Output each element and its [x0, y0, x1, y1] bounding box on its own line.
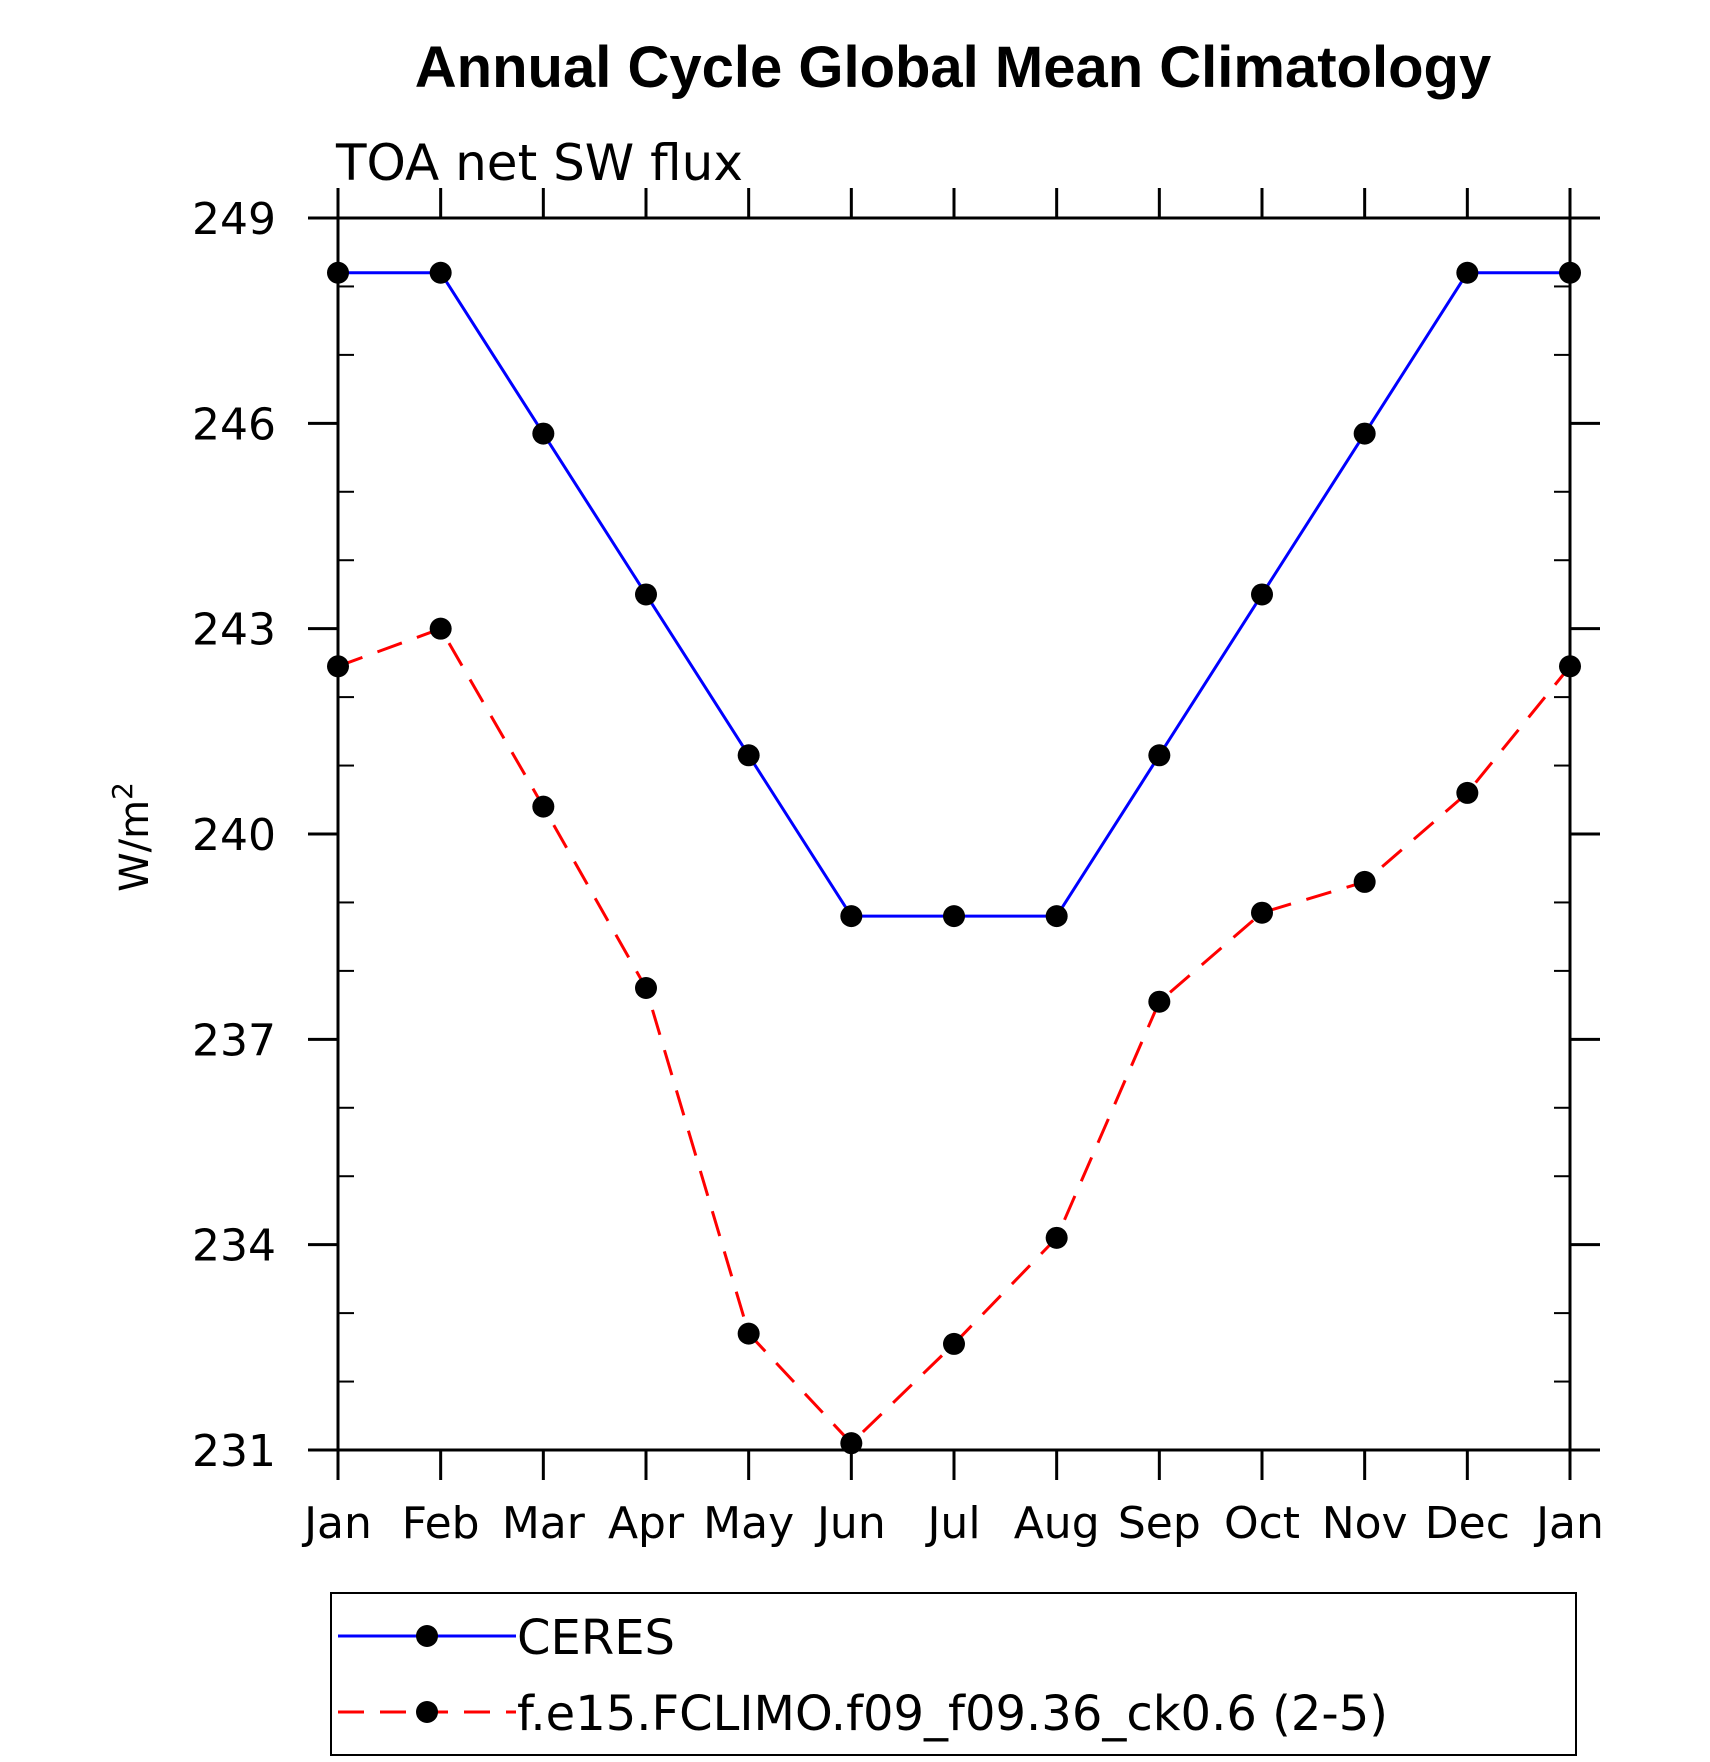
data-point [1251, 901, 1273, 924]
data-point [429, 617, 452, 640]
data-point [1353, 870, 1376, 893]
x-tick-label: May [703, 1498, 794, 1549]
y-axis-label-exponent: 2 [106, 782, 139, 800]
data-point [840, 1432, 863, 1455]
series-line-0 [338, 271, 1570, 918]
legend: CERES f.e15.FCLIMO.f09_f09.36_ck0.6 (2-5… [330, 1592, 1577, 1756]
legend-label-ceres: CERES [517, 1610, 675, 1666]
x-tick-label: Dec [1425, 1498, 1510, 1549]
data-point [943, 1332, 965, 1355]
data-point [943, 905, 965, 928]
x-tick-labels: Jan Feb Mar Apr May Jun Jul Aug Sep Oct Nov Dec Jan [301, 1498, 1604, 1549]
data-point [1148, 744, 1171, 767]
y-tick-label: 237 [192, 1015, 276, 1066]
data-point [1559, 261, 1581, 284]
x-tick-label: Oct [1224, 1498, 1300, 1549]
x-tick-label: Jul [924, 1498, 980, 1549]
y-tick-labels: 231 234 237 240 243 246 249 [192, 194, 276, 1477]
y-tick-label: 243 [192, 605, 276, 656]
legend-entry-ceres: CERES [338, 1610, 675, 1666]
data-point [532, 422, 555, 445]
axis-ticks [308, 188, 1600, 1480]
data-point [737, 1322, 760, 1345]
x-tick-label: Apr [608, 1498, 685, 1549]
data-point [1353, 422, 1376, 445]
x-tick-label: Feb [402, 1498, 480, 1549]
y-tick-label: 231 [192, 1426, 276, 1477]
x-tick-label: Jan [1533, 1498, 1604, 1549]
legend-label-model: f.e15.FCLIMO.f09_f09.36_ck0.6 (2-5) [517, 1686, 1388, 1742]
y-axis-label-text: W/m [112, 800, 158, 892]
data-point [840, 905, 863, 928]
x-tick-label: Nov [1322, 1498, 1408, 1549]
data-point [327, 655, 349, 678]
y-tick-label: 246 [192, 399, 276, 450]
data-point [1045, 1226, 1068, 1249]
data-point [429, 261, 452, 284]
y-tick-label: 234 [192, 1221, 276, 1272]
y-tick-label: 249 [192, 194, 276, 245]
x-tick-label: Sep [1118, 1498, 1201, 1549]
data-point [1045, 905, 1068, 928]
legend-entry-model: f.e15.FCLIMO.f09_f09.36_ck0.6 (2-5) [338, 1686, 1388, 1742]
chart-title: Annual Cycle Global Mean Climatology [415, 35, 1491, 100]
legend-box [330, 1592, 1577, 1756]
chart-subtitle: TOA net SW flux [335, 134, 743, 192]
series-0 [327, 261, 1581, 928]
svg-text:W/m2: W/m2 [106, 782, 158, 892]
data-point [327, 261, 349, 284]
series-1 [327, 617, 1581, 1455]
x-tick-label: Jan [301, 1498, 372, 1549]
data-point [1251, 583, 1273, 606]
data-point [1148, 990, 1171, 1013]
x-tick-label: Aug [1014, 1498, 1100, 1549]
x-tick-label: Jun [814, 1498, 886, 1549]
legend-marker-model [416, 1701, 438, 1723]
series-layer [327, 261, 1581, 1455]
data-point [737, 744, 760, 767]
legend-marker-ceres [416, 1625, 438, 1647]
data-point [635, 977, 657, 999]
data-point [532, 795, 555, 818]
y-axis-label: W/m2 [106, 782, 158, 892]
data-point [635, 583, 657, 606]
data-point [1456, 261, 1479, 284]
series-line-1 [337, 627, 1572, 1445]
data-point [1559, 655, 1581, 678]
x-tick-label: Mar [502, 1498, 586, 1549]
y-tick-label: 240 [192, 810, 276, 861]
data-point [1456, 781, 1479, 804]
